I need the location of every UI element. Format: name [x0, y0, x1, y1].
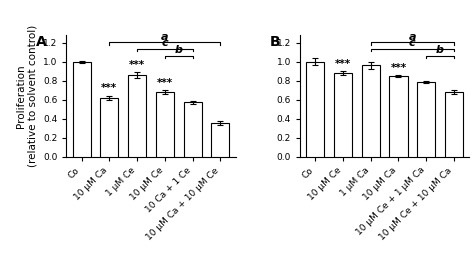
- Text: ***: ***: [157, 78, 173, 88]
- Text: ***: ***: [391, 63, 407, 73]
- Bar: [183, 103, 201, 157]
- Bar: [390, 76, 408, 157]
- Text: a: a: [161, 32, 169, 42]
- Text: ***: ***: [129, 60, 145, 70]
- Bar: [73, 62, 91, 157]
- Text: b: b: [175, 45, 183, 55]
- Text: b: b: [436, 45, 444, 55]
- Bar: [128, 75, 146, 157]
- Text: A: A: [36, 35, 46, 49]
- Bar: [306, 62, 324, 157]
- Text: c: c: [162, 39, 168, 49]
- Text: B: B: [270, 35, 280, 49]
- Bar: [334, 73, 352, 157]
- Bar: [362, 65, 380, 157]
- Y-axis label: Proliferation
(relative to solvent control): Proliferation (relative to solvent contr…: [16, 25, 37, 167]
- Text: c: c: [409, 39, 416, 49]
- Text: a: a: [409, 32, 416, 42]
- Text: ***: ***: [335, 59, 351, 69]
- Text: ***: ***: [101, 83, 118, 93]
- Bar: [100, 98, 118, 157]
- Bar: [445, 92, 463, 157]
- Bar: [417, 82, 435, 157]
- Bar: [211, 123, 229, 157]
- Bar: [156, 92, 174, 157]
